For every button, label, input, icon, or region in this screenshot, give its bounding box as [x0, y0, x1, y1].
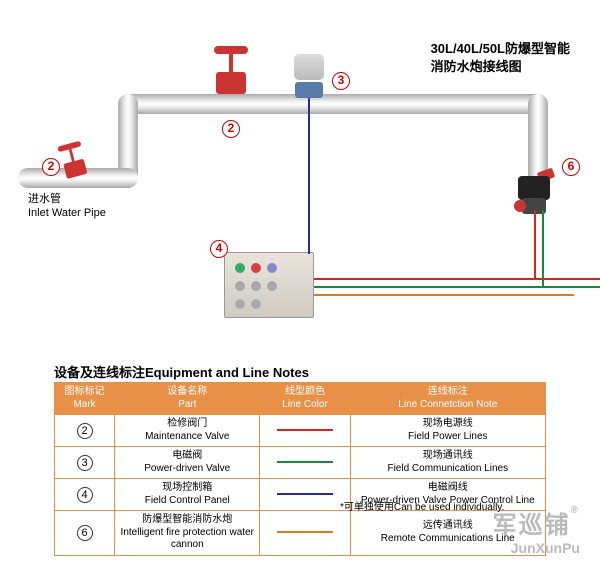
wire-green-h — [314, 286, 544, 288]
marker-2-top: 2 — [222, 120, 240, 138]
wiring-diagram: 30L/40L/50L防爆型智能 消防水炮接线图 2 2 3 4 — [0, 0, 600, 360]
table-body: 2检修阀门Maintenance Valve现场电源线Field Power L… — [55, 415, 546, 556]
maintenance-valve-top — [214, 46, 248, 94]
wire-red-v — [534, 210, 536, 280]
marker-3: 3 — [332, 72, 350, 90]
title-line2: 消防水炮接线图 — [431, 58, 570, 76]
table-row: 3电磁阀Power-driven Valve现场通讯线Field Communi… — [55, 447, 546, 479]
electric-valve — [294, 54, 324, 98]
diagram-title: 30L/40L/50L防爆型智能 消防水炮接线图 — [431, 40, 570, 76]
th-color: 线型颜色Line Color — [260, 383, 350, 415]
wire-extend-green — [544, 286, 600, 288]
pipe-top — [118, 94, 548, 114]
notes-heading: 设备及连线标注Equipment and Line Notes — [54, 362, 309, 381]
wire-blue-v — [308, 98, 310, 254]
th-note: 连线标注Line Connetction Note — [350, 383, 545, 415]
field-control-panel — [224, 252, 314, 318]
inlet-cn: 进水管 — [28, 192, 106, 206]
inlet-label: 进水管 Inlet Water Pipe — [28, 192, 106, 221]
marker-6: 6 — [562, 158, 580, 176]
brand-logo: 军巡铺® JunXunPu — [493, 505, 580, 556]
inlet-en: Inlet Water Pipe — [28, 206, 106, 220]
wire-red-h — [314, 278, 536, 280]
table-row: 6防爆型智能消防水炮Intelligent fire protection wa… — [55, 511, 546, 556]
equipment-notes-table: 图标标记Mark 设备名称Part 线型颜色Line Color 连线标注Lin… — [54, 382, 546, 556]
wire-orange-h — [314, 294, 574, 296]
wire-extend-red — [536, 278, 600, 280]
table-row: 2检修阀门Maintenance Valve现场电源线Field Power L… — [55, 415, 546, 447]
wire-green-v — [542, 210, 544, 288]
marker-2-inlet: 2 — [42, 158, 60, 176]
table-header-row: 图标标记Mark 设备名称Part 线型颜色Line Color 连线标注Lin… — [55, 383, 546, 415]
th-mark: 图标标记Mark — [55, 383, 115, 415]
th-part: 设备名称Part — [115, 383, 260, 415]
logo-cn: 军巡铺 — [493, 512, 571, 539]
logo-en: JunXunPu — [493, 540, 580, 556]
title-line1: 30L/40L/50L防爆型智能 — [431, 40, 570, 58]
footnote-text: *可单独使用Can be used individually. — [340, 498, 504, 513]
marker-4: 4 — [210, 240, 228, 258]
logo-r: ® — [571, 505, 580, 516]
